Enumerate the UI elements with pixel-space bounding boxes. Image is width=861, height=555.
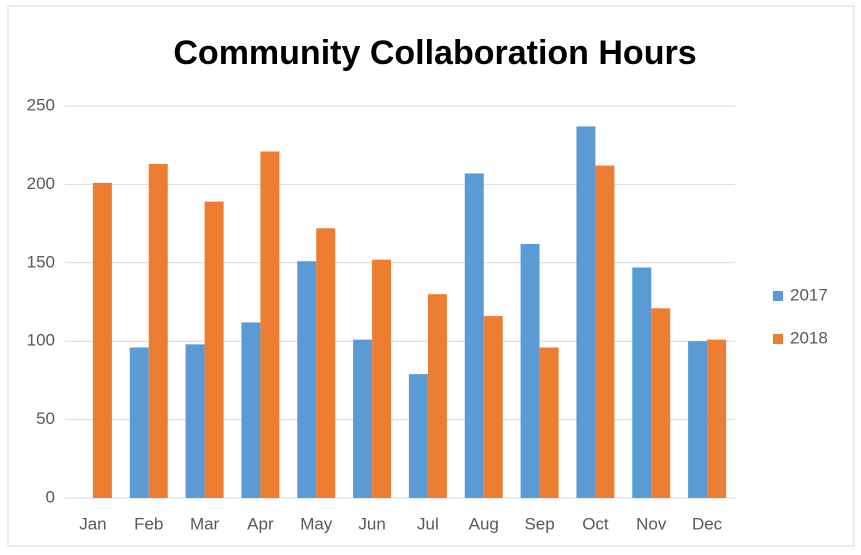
bar [260, 151, 280, 499]
legend-label: 2018 [790, 328, 828, 347]
y-tick-label: 100 [27, 331, 55, 350]
bar [427, 294, 447, 498]
x-tick-label: Nov [636, 514, 667, 533]
bar [297, 261, 317, 498]
chart-title: Community Collaboration Hours [173, 34, 696, 72]
bar [241, 322, 261, 498]
bar [576, 126, 596, 498]
bar [464, 173, 484, 498]
legend-label: 2017 [790, 285, 828, 304]
x-tick-label: Apr [247, 514, 274, 533]
x-tick-label: Oct [582, 514, 609, 533]
bar [539, 347, 559, 498]
bar [372, 259, 392, 498]
bar [316, 228, 336, 498]
bar [595, 165, 615, 499]
x-tick-label: Jul [417, 514, 439, 533]
bar [353, 339, 373, 498]
bar [688, 341, 708, 498]
y-tick-label: 50 [36, 409, 55, 428]
bar [651, 308, 671, 498]
y-tick-label: 150 [27, 252, 55, 271]
x-tick-label: May [300, 514, 333, 533]
y-tick-label: 250 [27, 95, 55, 114]
x-tick-label: Jun [358, 514, 385, 533]
bar [483, 316, 503, 498]
bar [204, 201, 224, 498]
bar [129, 347, 149, 498]
bar [408, 374, 428, 498]
x-tick-label: Jan [79, 514, 106, 533]
y-tick-label: 200 [27, 174, 55, 193]
legend-swatch [773, 334, 783, 344]
y-tick-label: 0 [46, 487, 55, 506]
x-tick-label: Dec [692, 514, 723, 533]
x-tick-label: Feb [134, 514, 163, 533]
x-tick-label: Aug [469, 514, 499, 533]
x-tick-label: Mar [190, 514, 220, 533]
bar [707, 339, 727, 498]
bar [632, 267, 652, 498]
bar [520, 243, 540, 498]
bar [92, 182, 112, 498]
legend-swatch [773, 291, 783, 301]
x-tick-label: Sep [524, 514, 554, 533]
bar [148, 164, 168, 499]
bar [185, 344, 205, 498]
